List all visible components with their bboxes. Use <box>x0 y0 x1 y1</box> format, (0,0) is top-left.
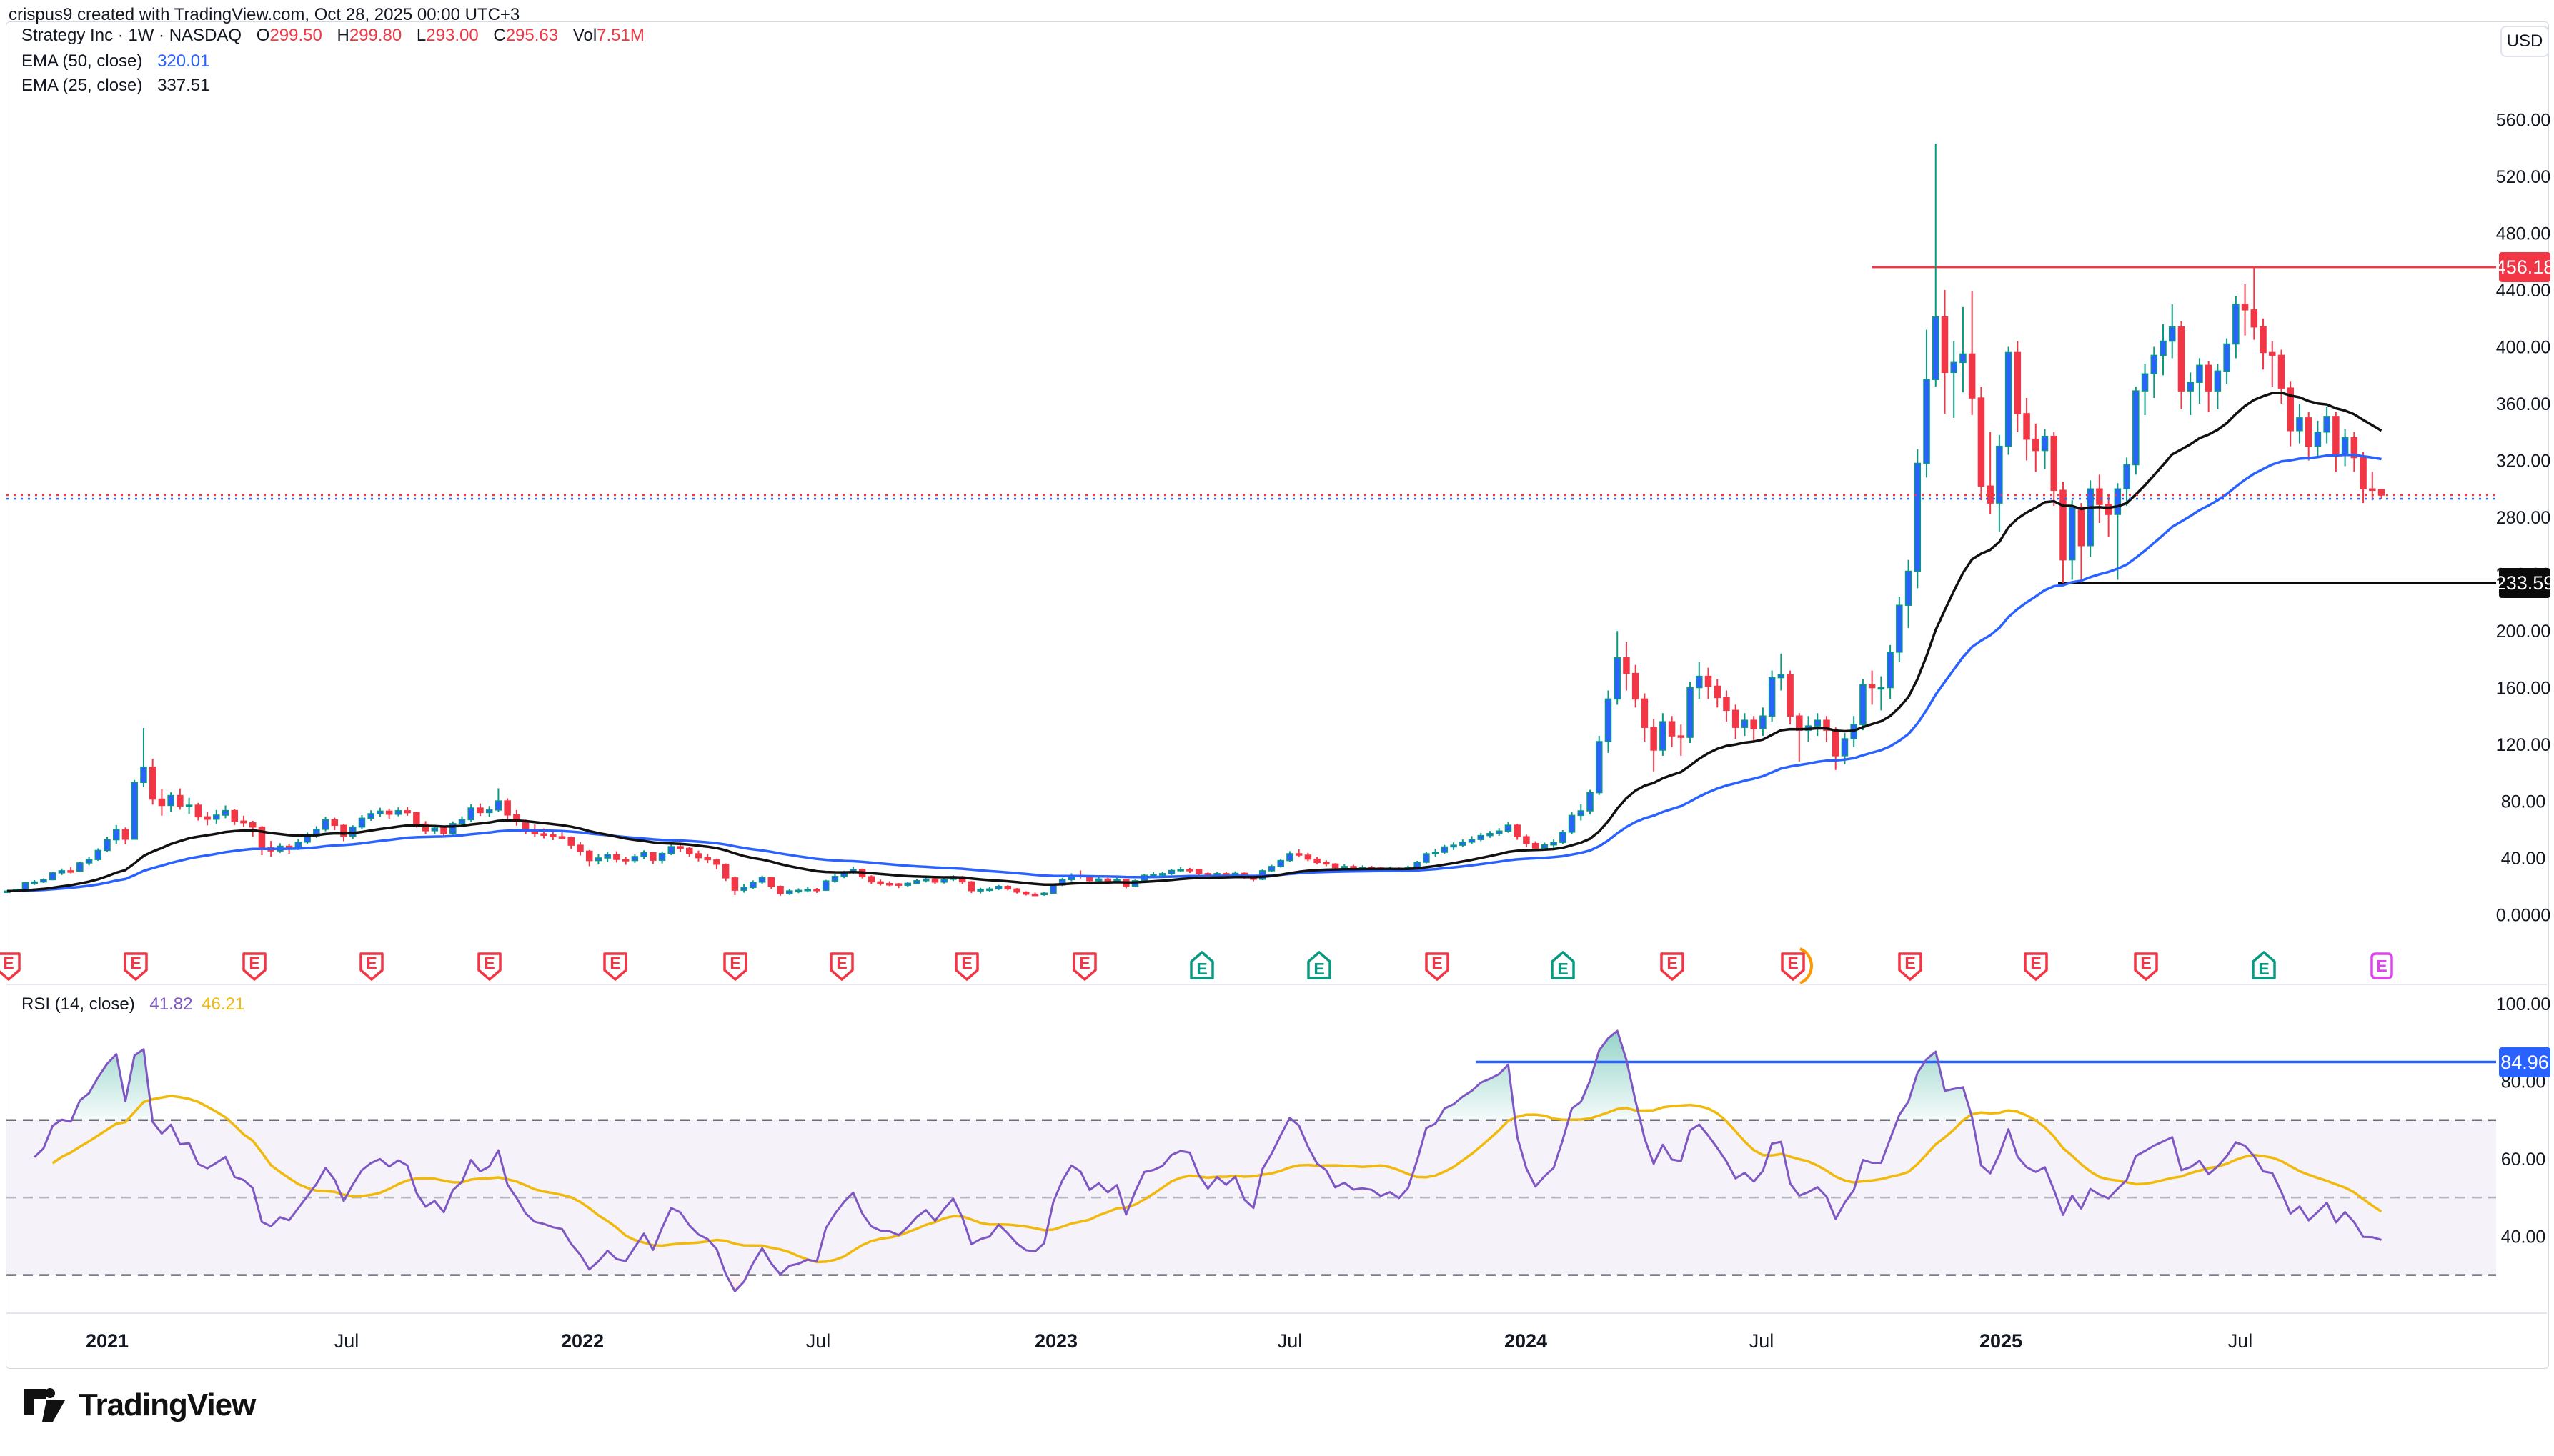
svg-text:E: E <box>610 954 620 972</box>
svg-text:E: E <box>2140 954 2151 972</box>
symbol-legend[interactable]: Strategy Inc · 1W · NASDAQ O299.50 H299.… <box>21 26 655 46</box>
ema25-legend[interactable]: EMA (25, close) 337.51 <box>21 76 214 96</box>
ema25-label: EMA (25, close) <box>21 76 143 95</box>
currency-button[interactable]: USD <box>2500 26 2549 57</box>
close-value: 295.63 <box>505 26 559 45</box>
volume-value: 7.51M <box>597 26 645 45</box>
svg-text:E: E <box>1313 959 1324 978</box>
price-tick[interactable]: 40.00 <box>2501 849 2546 869</box>
resistance-price-badge[interactable]: 456.18 <box>2495 252 2554 282</box>
price-tick[interactable]: 480.00 <box>2496 224 2550 244</box>
svg-text:E: E <box>3 954 14 972</box>
open-value: 299.50 <box>269 26 322 45</box>
price-tick[interactable]: 0.0000 <box>2496 906 2550 926</box>
symbol-title: Strategy Inc · 1W · NASDAQ <box>21 26 242 45</box>
price-tick[interactable]: 400.00 <box>2496 338 2550 358</box>
svg-text:E: E <box>1557 959 1568 978</box>
low-label: L <box>416 26 427 45</box>
time-label-Jul[interactable]: Jul <box>1749 1330 1774 1352</box>
svg-text:E: E <box>484 954 495 972</box>
high-label: H <box>337 26 349 45</box>
svg-text:E: E <box>130 954 141 972</box>
svg-text:E: E <box>1666 954 1677 972</box>
svg-text:E: E <box>2258 959 2269 978</box>
time-label-2021[interactable]: 2021 <box>86 1330 129 1352</box>
volume-label: Vol <box>572 26 597 45</box>
rsi-line[interactable] <box>34 1029 2382 1292</box>
ema50-line[interactable] <box>6 453 2382 893</box>
svg-text:E: E <box>730 954 740 972</box>
time-label-Jul[interactable]: Jul <box>334 1330 359 1352</box>
svg-text:E: E <box>2030 954 2041 972</box>
svg-text:E: E <box>961 954 972 972</box>
tradingview-logo[interactable]: TradingView <box>23 1383 256 1427</box>
rsi-band <box>6 1120 2496 1275</box>
ema50-label: EMA (50, close) <box>21 51 143 71</box>
price-tick[interactable]: 560.00 <box>2496 111 2550 131</box>
svg-text:E: E <box>836 954 847 972</box>
rsi-tick[interactable]: 100.00 <box>2496 994 2550 1014</box>
price-tick[interactable]: 80.00 <box>2501 792 2546 812</box>
svg-text:E: E <box>366 954 377 972</box>
price-tick[interactable]: 280.00 <box>2496 508 2550 528</box>
rsi-legend[interactable]: RSI (14, close) 41.82 46.21 <box>21 994 249 1014</box>
rsi-tick[interactable]: 60.00 <box>2501 1150 2546 1170</box>
rsi-value: 41.82 <box>149 994 193 1014</box>
svg-text:E: E <box>1904 954 1915 972</box>
low-value: 293.00 <box>426 26 479 45</box>
svg-text:E: E <box>2376 957 2387 975</box>
rsi-label: RSI (14, close) <box>21 994 135 1014</box>
price-tick[interactable]: 200.00 <box>2496 622 2550 642</box>
tradingview-logo-icon <box>24 1388 65 1422</box>
rsi-level-badge[interactable]: 84.96 <box>2499 1047 2550 1077</box>
price-tick[interactable]: 440.00 <box>2496 281 2550 301</box>
ema25-line[interactable] <box>6 391 2382 893</box>
svg-text:E: E <box>249 954 259 972</box>
svg-text:E: E <box>1079 954 1090 972</box>
open-label: O <box>256 26 270 45</box>
time-label-Jul[interactable]: Jul <box>1278 1330 1303 1352</box>
ema50-legend[interactable]: EMA (50, close) 320.01 <box>21 51 214 71</box>
rsi-ma-value: 46.21 <box>202 994 245 1014</box>
price-tick[interactable]: 160.00 <box>2496 679 2550 699</box>
price-tick[interactable]: 320.00 <box>2496 452 2550 472</box>
time-label-2024[interactable]: 2024 <box>1504 1330 1547 1352</box>
svg-text:E: E <box>1196 959 1207 978</box>
attribution-text: crispus9 created with TradingView.com, O… <box>9 5 520 24</box>
support-price-badge[interactable]: 233.59 <box>2495 568 2554 598</box>
time-label-Jul[interactable]: Jul <box>806 1330 831 1352</box>
time-label-2023[interactable]: 2023 <box>1035 1330 1078 1352</box>
svg-text:E: E <box>1431 954 1442 972</box>
svg-text:E: E <box>1787 954 1798 972</box>
tradingview-logo-text: TradingView <box>79 1387 256 1422</box>
price-tick[interactable]: 520.00 <box>2496 167 2550 187</box>
close-label: C <box>493 26 506 45</box>
ema25-value: 337.51 <box>157 76 210 95</box>
time-label-Jul[interactable]: Jul <box>2228 1330 2253 1352</box>
price-tick[interactable]: 120.00 <box>2496 735 2550 755</box>
ema50-value: 320.01 <box>157 51 210 71</box>
high-value: 299.80 <box>349 26 402 45</box>
rsi-tick[interactable]: 40.00 <box>2501 1227 2546 1247</box>
time-label-2022[interactable]: 2022 <box>561 1330 604 1352</box>
candles[interactable] <box>4 144 2385 897</box>
price-tick[interactable]: 360.00 <box>2496 394 2550 414</box>
time-label-2025[interactable]: 2025 <box>1979 1330 2022 1352</box>
